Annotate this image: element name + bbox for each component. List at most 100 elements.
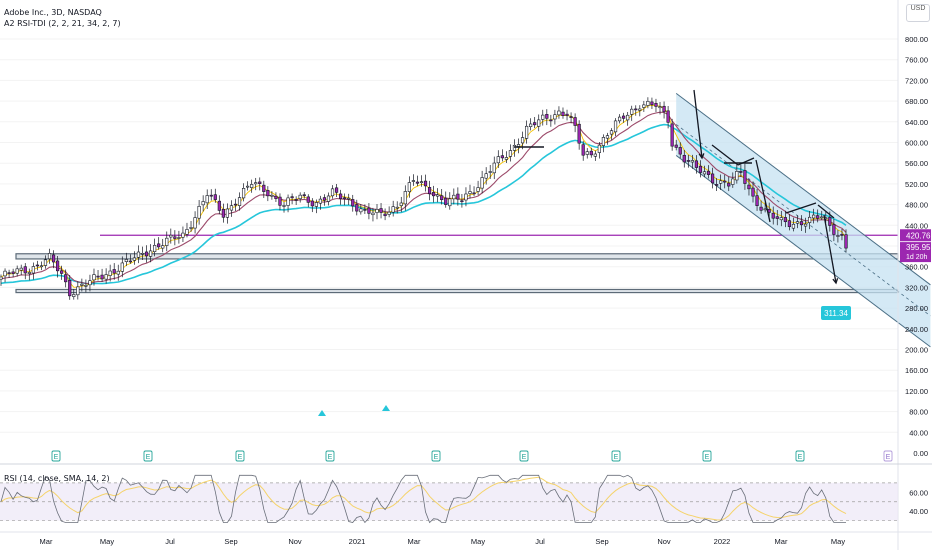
target-price-label: 311.34 — [824, 309, 848, 318]
candle-body — [698, 165, 703, 173]
candle-body — [237, 197, 242, 206]
earnings-marker-label: E — [146, 454, 151, 461]
candle-body — [411, 180, 415, 182]
candle-body — [233, 203, 238, 206]
candle-body — [43, 259, 48, 266]
candle-body — [654, 102, 658, 107]
price-tick-label: 200.00 — [905, 346, 928, 355]
countdown-label: 1d 20h — [906, 254, 928, 261]
trend-arrow — [737, 157, 755, 166]
candle-body — [173, 236, 177, 239]
candle-body — [476, 187, 480, 192]
candle-body — [573, 117, 577, 126]
candle-body — [799, 221, 804, 226]
candle-body — [189, 227, 193, 229]
candle-body — [565, 113, 569, 116]
time-tick-label: May — [100, 537, 114, 546]
rsi-legend[interactable]: RSI (14, close, SMA, 14, 2) — [4, 474, 110, 483]
candle-body — [359, 208, 363, 213]
price-tick-label: 240.00 — [905, 325, 928, 334]
trend-arrow — [711, 144, 739, 166]
earnings-marker-label: E — [614, 454, 619, 461]
candle-body — [747, 184, 751, 190]
candle-body — [674, 144, 678, 148]
rsi-line — [0, 474, 846, 524]
candle-body — [286, 197, 290, 206]
candle-body — [68, 280, 72, 297]
candle-body — [161, 245, 165, 249]
candle-body — [322, 197, 327, 201]
candle-body — [569, 116, 573, 118]
candle-body — [19, 267, 23, 271]
candle-body — [512, 144, 517, 151]
trend-arrow — [693, 89, 703, 159]
candle-body — [419, 181, 424, 183]
candle-body — [250, 184, 254, 188]
price-tick-label: 120.00 — [905, 387, 928, 396]
candle-body — [395, 206, 399, 209]
indicator-legend[interactable]: A2 RSI-TDI (2, 2, 21, 34, 2, 7) — [4, 19, 121, 28]
candle-body — [31, 266, 35, 274]
candle-body — [436, 194, 440, 197]
candle-body — [351, 199, 355, 207]
target-price-badge — [821, 306, 851, 320]
candle-body — [0, 276, 3, 280]
candle-body — [209, 194, 213, 197]
candle-body — [169, 234, 173, 238]
candle-body — [545, 114, 549, 119]
candle-body — [72, 294, 76, 297]
candle-body — [116, 270, 120, 275]
time-tick-label: Sep — [595, 537, 608, 546]
price-tick-label: 600.00 — [905, 139, 928, 148]
candle-body — [278, 196, 282, 206]
candle-body — [197, 205, 201, 219]
symbol-title[interactable]: Adobe Inc., 3D, NASDAQ — [4, 8, 102, 17]
candle-body — [23, 266, 27, 274]
candle-body — [759, 206, 763, 211]
candle-body — [302, 194, 306, 197]
time-tick-label: Sep — [224, 537, 237, 546]
earnings-marker — [431, 450, 441, 462]
candle-body — [330, 188, 335, 197]
candle-body — [144, 251, 149, 257]
candle-body — [310, 200, 314, 207]
candle-body — [181, 232, 185, 238]
candle-body — [415, 181, 420, 184]
candle-body — [743, 170, 747, 184]
candle-body — [832, 224, 836, 235]
candle-body — [812, 214, 816, 219]
currency-button[interactable]: USD — [906, 4, 930, 22]
candle-body — [682, 154, 686, 163]
candle-body — [112, 269, 116, 274]
candle-body — [193, 217, 197, 229]
time-tick-label: Jul — [535, 537, 545, 546]
earnings-marker-label: E — [434, 454, 439, 461]
candle-body — [205, 195, 209, 204]
candle-body — [755, 195, 759, 207]
rsi-tick-label: 40.00 — [909, 507, 928, 516]
candle-body — [3, 270, 7, 277]
candle-body — [710, 173, 715, 184]
candle-body — [808, 216, 812, 223]
candle-body — [727, 182, 731, 187]
price-tick-label: 680.00 — [905, 97, 928, 106]
candle-body — [553, 114, 557, 120]
candle-body — [771, 212, 775, 219]
candle-body — [432, 192, 436, 197]
candle-body — [225, 208, 230, 218]
candle-body — [787, 220, 791, 227]
candle-body — [500, 155, 504, 159]
candle-body — [128, 260, 132, 263]
resistance-price-label: 420.76 — [906, 231, 931, 240]
candle-body — [731, 178, 735, 185]
candle-body — [678, 147, 682, 155]
candle-body — [456, 193, 460, 200]
candle-body — [529, 123, 533, 127]
price-tick-label: 80.00 — [909, 408, 928, 417]
candle-body — [666, 110, 670, 123]
candle-body — [266, 190, 270, 197]
trend-arrow — [817, 204, 835, 219]
candle-body — [642, 104, 646, 108]
candle-body — [423, 180, 428, 187]
